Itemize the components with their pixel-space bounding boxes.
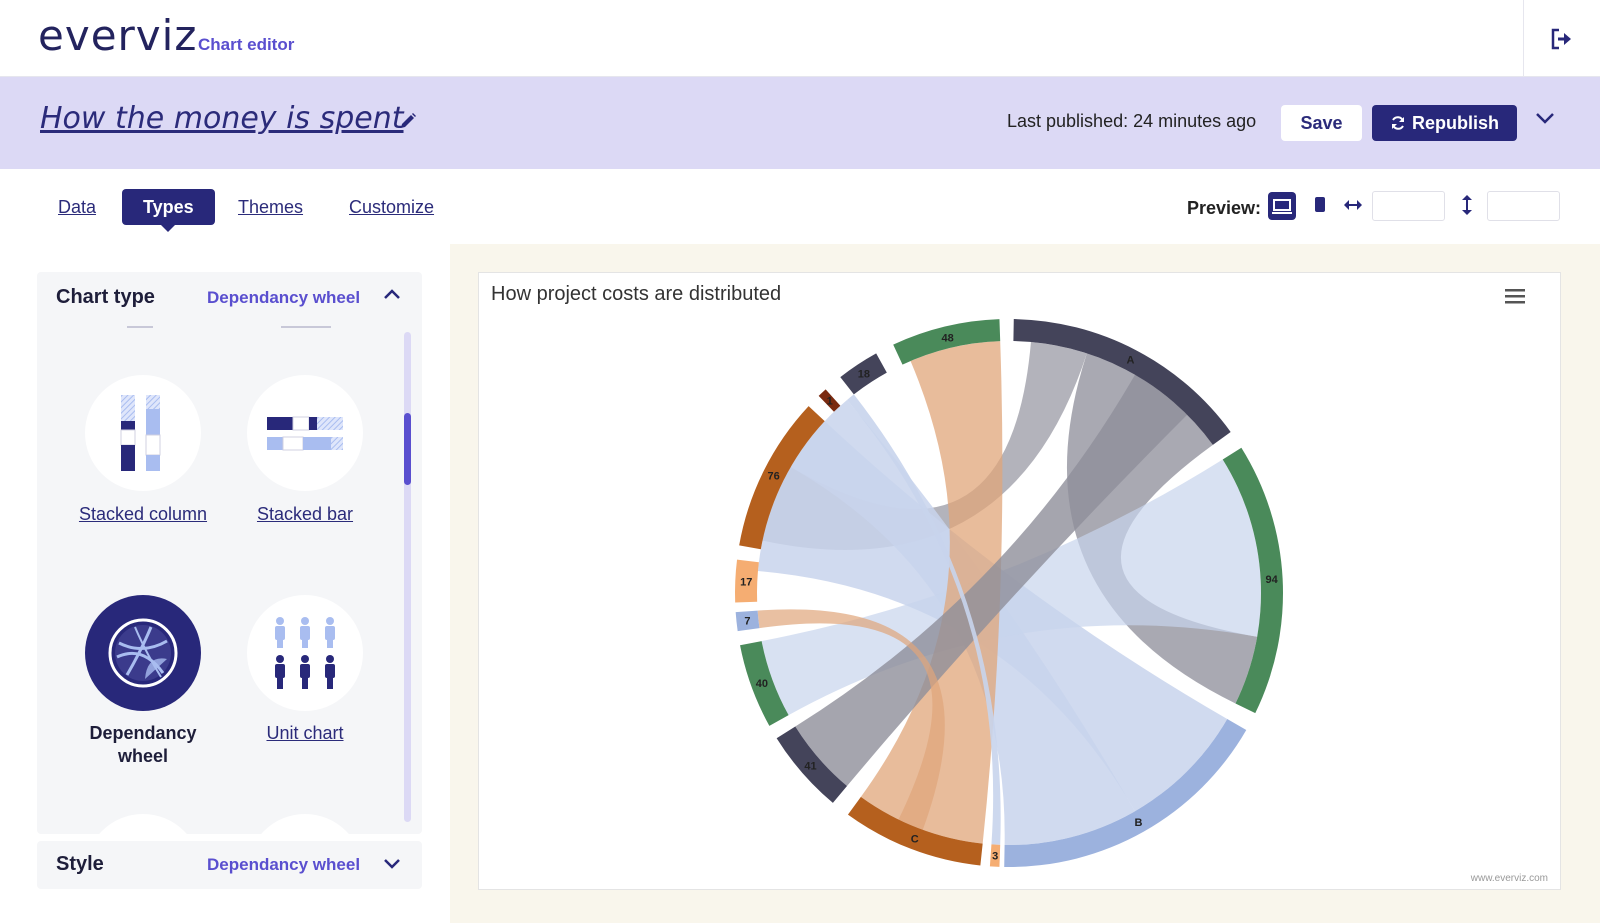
scrollbar-track[interactable] — [404, 332, 411, 822]
stacked-column-label[interactable]: Stacked column — [78, 504, 208, 524]
preview-width-input[interactable] — [1372, 191, 1445, 221]
project-titlebar: How the money is spent Last published: 2… — [0, 77, 1600, 169]
chevron-down-icon[interactable] — [1535, 111, 1555, 125]
wheel-node-3 — [989, 844, 1001, 867]
scrollbar-thumb[interactable] — [404, 413, 411, 485]
divider — [127, 326, 153, 328]
logout-button[interactable] — [1523, 0, 1600, 77]
save-button[interactable]: Save — [1281, 105, 1362, 141]
app-header: everviz Chart editor — [0, 0, 1600, 77]
wheel-node-label: 48 — [941, 332, 953, 344]
divider — [281, 326, 331, 328]
wheel-link — [795, 374, 1188, 787]
wheel-node-label: 76 — [768, 471, 780, 483]
chart-type-panel: Chart type Dependancy wheel — [37, 272, 422, 834]
chart-title: How project costs are distributed — [491, 283, 782, 305]
wheel-node-12 — [893, 319, 1001, 365]
logout-icon — [1551, 28, 1571, 49]
style-selected[interactable]: Dependancy wheel — [207, 855, 361, 874]
wheel-node-5 — [776, 726, 848, 803]
republish-label: Republish — [1411, 112, 1499, 133]
mobile-preview-icon[interactable] — [1313, 195, 1327, 215]
height-arrows-icon — [1462, 195, 1472, 215]
app-subtitle: Chart editor — [198, 35, 295, 54]
chart-preview-area: How project costs are distributed A 94 B 3 C… — [450, 244, 1600, 923]
wheel-node-4 — [847, 796, 983, 866]
chart-container: How project costs are distributed A 94 B 3 C… — [478, 272, 1561, 890]
dependency-wheel-label[interactable]: Dependancy wheel — [89, 723, 197, 766]
style-heading: Style — [56, 853, 104, 875]
preview-height-input[interactable] — [1487, 191, 1560, 221]
wheel-node-0 — [1013, 319, 1231, 445]
stacked-bar-icon — [267, 416, 343, 451]
unit-chart-option[interactable] — [247, 595, 363, 711]
tab-customize[interactable]: Customize — [349, 197, 435, 217]
chevron-up-icon[interactable] — [383, 287, 401, 301]
stacked-column-option[interactable] — [85, 375, 201, 491]
stacked-bar-option[interactable] — [247, 375, 363, 491]
wheel-link — [757, 609, 945, 830]
unit-chart-label[interactable]: Unit chart — [266, 723, 344, 743]
wheel-node-9 — [739, 406, 825, 550]
more-type-option[interactable] — [85, 814, 201, 834]
width-arrows-icon — [1344, 200, 1362, 210]
wheel-node-label: 1 — [827, 396, 833, 408]
last-published-status: Last published: 24 minutes ago — [1007, 111, 1257, 131]
wheel-node-1 — [1222, 447, 1283, 714]
unit-chart-icon — [275, 617, 335, 689]
wheel-link — [847, 394, 1001, 845]
hamburger-menu-icon[interactable] — [1504, 287, 1526, 305]
wheel-node-label: C — [911, 834, 919, 846]
wheel-node-label: 40 — [756, 678, 768, 690]
pencil-icon[interactable] — [398, 111, 418, 131]
dependency-wheel-chart: A 94 B 3 C 41 40 7 17 76 1 18 48 — [735, 319, 1283, 867]
editor-tabs: Data Types Themes Customize Preview: — [0, 169, 1600, 244]
stacked-column-icon — [120, 395, 161, 471]
style-panel[interactable]: Style Dependancy wheel — [37, 841, 422, 889]
wheel-node-10 — [818, 389, 841, 412]
wheel-link — [860, 341, 1003, 844]
preview-label: Preview: — [1187, 198, 1262, 218]
chart-credit: www.everviz.com — [1470, 873, 1548, 884]
project-title[interactable]: How the money is spent — [40, 101, 404, 136]
more-type-option[interactable] — [247, 814, 363, 834]
stacked-bar-label[interactable]: Stacked bar — [256, 504, 354, 524]
wheel-node-7 — [735, 610, 760, 632]
options-sidebar: Chart type Dependancy wheel — [0, 244, 450, 923]
wheel-node-6 — [740, 641, 789, 726]
chart-type-heading: Chart type — [56, 286, 155, 308]
wheel-node-label: B — [1135, 817, 1143, 829]
wheel-node-label: 41 — [804, 761, 816, 773]
wheel-node-2 — [1004, 719, 1247, 867]
wheel-node-label: 17 — [740, 577, 752, 589]
dependency-wheel-option[interactable] — [85, 595, 201, 711]
wheel-node-8 — [735, 559, 759, 603]
wheel-node-11 — [840, 353, 887, 395]
chevron-down-icon[interactable] — [383, 857, 401, 871]
wheel-node-label: A — [1126, 355, 1134, 367]
republish-button[interactable]: Republish — [1372, 105, 1517, 141]
desktop-preview-icon[interactable] — [1268, 192, 1296, 220]
wheel-node-label: 94 — [1266, 574, 1279, 586]
dependency-wheel-icon — [108, 618, 178, 688]
wheel-node-label: 3 — [992, 851, 998, 863]
wheel-node-label: 7 — [744, 615, 750, 627]
wheel-node-label: 18 — [858, 369, 870, 381]
logo: everviz — [38, 11, 198, 60]
tab-themes[interactable]: Themes — [238, 197, 304, 217]
tab-types[interactable]: Types — [122, 189, 215, 232]
refresh-icon — [1391, 116, 1404, 130]
tab-data[interactable]: Data — [58, 197, 97, 217]
chart-type-selected[interactable]: Dependancy wheel — [207, 288, 361, 307]
